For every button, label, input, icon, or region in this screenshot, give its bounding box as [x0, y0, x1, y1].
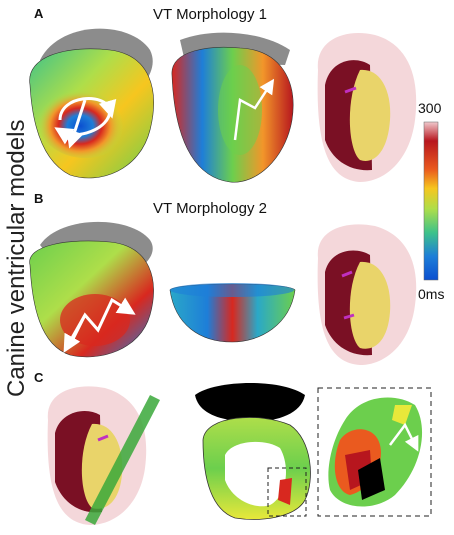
- cut-plane-rim: [170, 283, 294, 297]
- core-region: [349, 69, 391, 161]
- panel-a-title: VT Morphology 1: [153, 6, 267, 23]
- arrow-white: [58, 97, 117, 121]
- arrow-white: [233, 78, 275, 141]
- colorbar-max-label: 300: [418, 100, 442, 116]
- red-region: [278, 478, 292, 505]
- panel-b-heart-2: [169, 283, 296, 343]
- panel-a-heart-2: [171, 32, 294, 183]
- arrow-white: [63, 314, 87, 353]
- zoom-yellow: [392, 405, 412, 425]
- panel-b-heart-1: [29, 221, 154, 358]
- zoom-black: [358, 458, 385, 500]
- panel-a-heart-1: [29, 28, 154, 179]
- panel-c-slice: [195, 382, 311, 520]
- purple-marker: [97, 434, 109, 442]
- panel-b-letter: B: [34, 191, 44, 206]
- colorbar: [423, 121, 439, 281]
- colorbar-min-label: 0ms: [418, 286, 445, 302]
- core-region: [349, 261, 391, 349]
- cut-plane: [85, 395, 160, 525]
- purple-marker: [341, 270, 353, 278]
- panel-a-scar-model: [317, 33, 417, 182]
- panel-c-letter: C: [34, 370, 44, 385]
- purple-marker: [344, 86, 357, 94]
- reentry-region: [37, 78, 133, 158]
- arrow-white: [389, 422, 419, 452]
- black-region: [195, 382, 305, 422]
- slice-cavity: [225, 441, 286, 507]
- zoom-box: [267, 467, 307, 517]
- panel-b-scar-model: [317, 224, 417, 365]
- panel-a-letter: A: [34, 6, 44, 21]
- panel-c-scar-model: [47, 386, 160, 525]
- panel-c-zoom-inset: [317, 387, 432, 517]
- arrow-white: [66, 99, 87, 149]
- purple-marker: [343, 313, 355, 320]
- panel-b-title: VT Morphology 2: [153, 200, 267, 217]
